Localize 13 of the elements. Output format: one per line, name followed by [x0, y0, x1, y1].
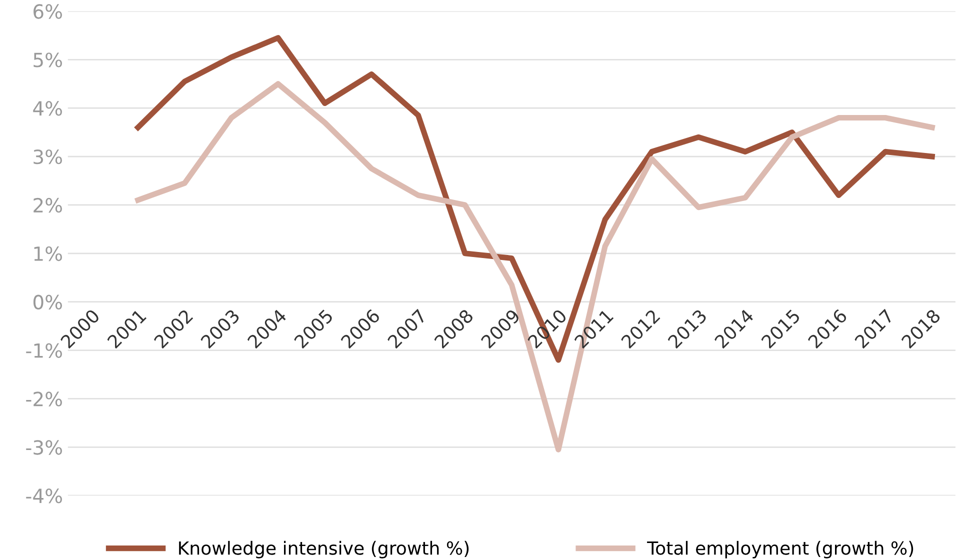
- y-tick-label: 2%: [34, 198, 62, 213]
- y-tick-label: 4%: [33, 101, 62, 116]
- y-tick-label: 0%: [33, 294, 62, 310]
- y-tick-label: 5%: [34, 52, 62, 68]
- y-tick-label: -3%: [26, 440, 62, 455]
- y-tick-label: -2%: [26, 392, 62, 406]
- y-tick-label: 1%: [34, 246, 62, 262]
- legend-label: Knowledge intensive (growth %): [179, 540, 469, 558]
- y-tick-label: -1%: [26, 343, 62, 358]
- y-tick-label: 3%: [34, 149, 62, 164]
- y-tick-label: -4%: [26, 488, 62, 504]
- legend-label: Total employment (growth %): [647, 540, 914, 558]
- y-tick-label: 6%: [34, 4, 62, 19]
